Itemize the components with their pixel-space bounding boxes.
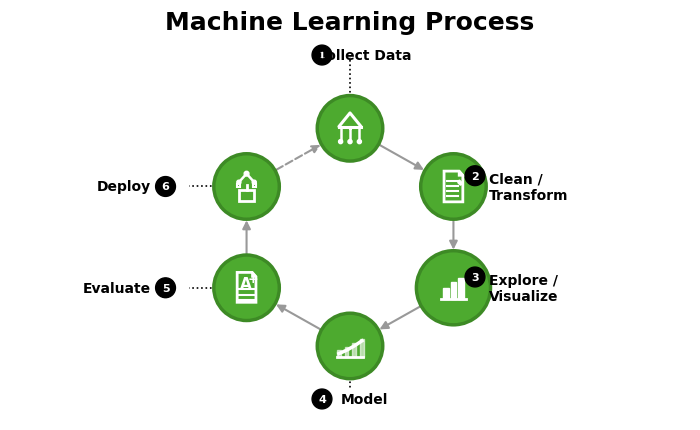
Circle shape (357, 140, 361, 144)
Circle shape (212, 254, 281, 322)
Text: 3: 3 (471, 272, 479, 283)
Circle shape (216, 257, 278, 319)
Circle shape (465, 267, 485, 287)
Circle shape (418, 253, 489, 323)
Polygon shape (461, 183, 463, 186)
Polygon shape (344, 347, 349, 357)
Circle shape (339, 140, 343, 144)
Text: Deploy: Deploy (97, 180, 151, 194)
Text: Machine Learning Process: Machine Learning Process (165, 11, 535, 35)
Circle shape (319, 98, 381, 160)
Text: 2: 2 (471, 171, 479, 181)
Circle shape (348, 140, 352, 144)
Circle shape (422, 156, 484, 218)
Polygon shape (337, 350, 341, 357)
Polygon shape (451, 282, 456, 300)
Circle shape (465, 166, 485, 186)
Circle shape (316, 95, 384, 163)
Circle shape (312, 389, 332, 409)
Text: Explore /
Visualize: Explore / Visualize (489, 273, 559, 303)
Polygon shape (360, 339, 364, 357)
FancyArrowPatch shape (382, 307, 420, 329)
Circle shape (316, 312, 384, 381)
Circle shape (212, 153, 281, 221)
FancyArrowPatch shape (278, 306, 321, 330)
Circle shape (419, 153, 488, 221)
Text: Model: Model (340, 392, 388, 406)
Circle shape (244, 172, 249, 177)
Polygon shape (352, 343, 356, 357)
Circle shape (252, 181, 256, 185)
FancyArrowPatch shape (379, 145, 422, 169)
Circle shape (237, 181, 241, 185)
Circle shape (319, 315, 381, 377)
Text: 4: 4 (318, 394, 326, 404)
Circle shape (312, 46, 332, 66)
FancyArrowPatch shape (276, 147, 318, 171)
Text: Collect Data: Collect Data (316, 49, 412, 63)
Text: +: + (248, 273, 258, 286)
Polygon shape (458, 181, 462, 186)
Circle shape (216, 156, 278, 218)
Circle shape (155, 177, 176, 197)
Text: 1: 1 (318, 51, 326, 61)
Text: 5: 5 (162, 283, 169, 293)
Text: 6: 6 (162, 182, 169, 192)
Circle shape (155, 278, 176, 298)
Text: Clean /
Transform: Clean / Transform (489, 172, 568, 202)
FancyArrowPatch shape (450, 221, 457, 248)
Circle shape (414, 249, 492, 327)
Polygon shape (443, 288, 449, 300)
Text: A: A (240, 276, 251, 292)
Text: Evaluate: Evaluate (83, 281, 151, 295)
FancyArrowPatch shape (243, 223, 250, 255)
Polygon shape (458, 278, 463, 300)
